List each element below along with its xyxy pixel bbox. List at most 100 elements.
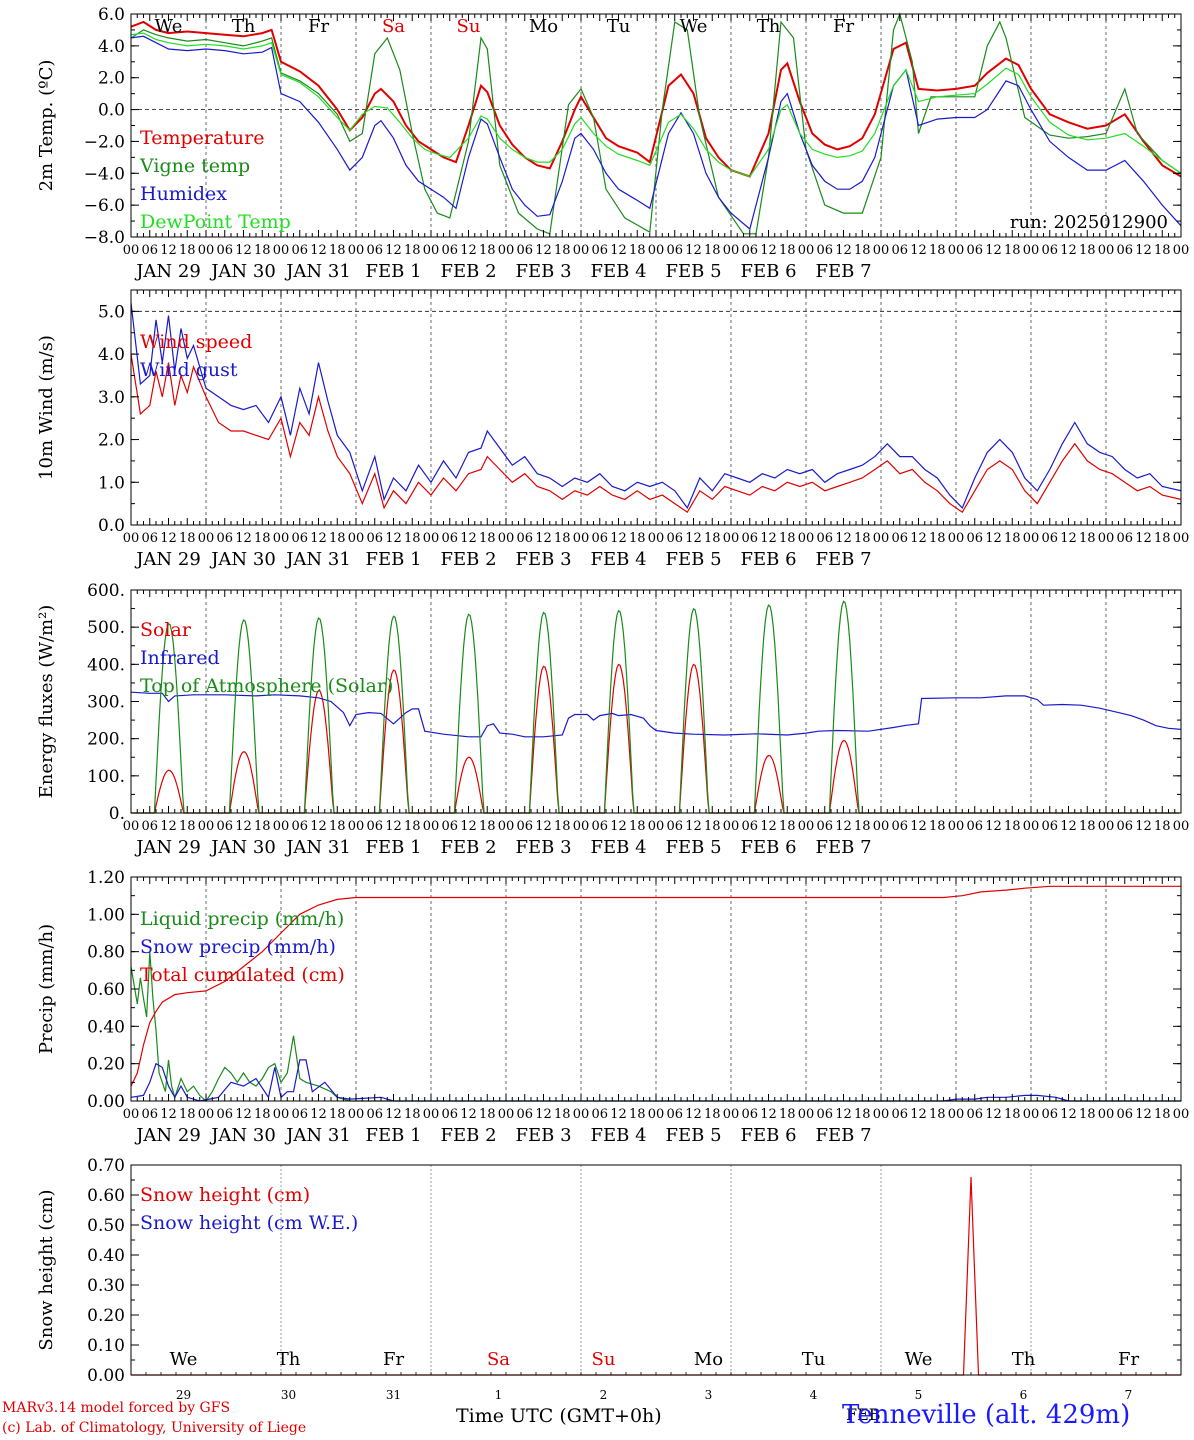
day-number: 6 <box>1020 1388 1028 1402</box>
hour-tick-label: 18 <box>929 1107 946 1122</box>
legend-entry: Top of Atmosphere (Solar) <box>140 675 393 697</box>
hour-tick-label: 18 <box>1079 531 1096 546</box>
hour-tick-label: 18 <box>404 819 421 834</box>
hour-tick-label: 00 <box>573 243 590 258</box>
hour-tick-label: 00 <box>648 243 665 258</box>
day-name: Mo <box>529 16 558 37</box>
hour-tick-label: 12 <box>1060 819 1077 834</box>
hour-tick-label: 06 <box>816 531 833 546</box>
hour-tick-label: 12 <box>460 243 477 258</box>
run-label: run: 2025012900 <box>1010 212 1168 233</box>
hour-tick-label: 06 <box>1041 1107 1058 1122</box>
hour-tick-label: 00 <box>1173 243 1190 258</box>
hour-tick-label: 06 <box>891 531 908 546</box>
hour-tick-label: 06 <box>216 531 233 546</box>
hour-tick-label: 00 <box>273 1107 290 1122</box>
day-name: Fr <box>1118 1349 1139 1370</box>
hour-tick-label: 18 <box>704 243 721 258</box>
hour-tick-label: 12 <box>610 243 627 258</box>
hour-tick-label: 00 <box>423 819 440 834</box>
hour-tick-label: 00 <box>1098 243 1115 258</box>
hour-tick-label: 00 <box>1098 819 1115 834</box>
hour-tick-label: 00 <box>573 531 590 546</box>
y-tick-label: 0.80 <box>87 943 125 963</box>
hour-tick-label: 12 <box>1060 243 1077 258</box>
legend-entry: Wind gust <box>140 359 238 381</box>
hour-tick-label: 06 <box>966 243 983 258</box>
date-label: JAN 31 <box>284 837 351 858</box>
date-label: JAN 29 <box>134 837 201 858</box>
hour-tick-label: 06 <box>1116 531 1133 546</box>
hour-tick-label: 06 <box>741 1107 758 1122</box>
day-number: 31 <box>386 1388 401 1402</box>
y-tick-label: 500. <box>87 618 125 638</box>
date-label: FEB 6 <box>740 261 796 282</box>
hour-tick-label: 00 <box>498 819 515 834</box>
date-label: FEB 2 <box>440 1125 496 1146</box>
hour-tick-label: 00 <box>948 1107 965 1122</box>
date-label: FEB 7 <box>815 1125 871 1146</box>
y-tick-label: 400. <box>87 655 125 675</box>
hour-tick-label: 06 <box>141 819 158 834</box>
hour-tick-label: 12 <box>760 531 777 546</box>
hour-tick-label: 06 <box>666 531 683 546</box>
hour-tick-label: 18 <box>779 819 796 834</box>
y-tick-label: 0.70 <box>87 1156 125 1176</box>
hour-tick-label: 18 <box>479 531 496 546</box>
hour-tick-label: 12 <box>235 531 252 546</box>
hour-tick-label: 18 <box>179 531 196 546</box>
hour-tick-label: 12 <box>685 1107 702 1122</box>
hour-tick-label: 12 <box>610 819 627 834</box>
date-label: JAN 30 <box>209 549 276 570</box>
hour-tick-label: 18 <box>329 819 346 834</box>
date-label: FEB 6 <box>740 549 796 570</box>
hour-tick-label: 18 <box>1154 243 1171 258</box>
hour-tick-label: 12 <box>985 1107 1002 1122</box>
hour-tick-label: 18 <box>629 531 646 546</box>
day-name: Th <box>277 1349 301 1370</box>
hour-tick-label: 18 <box>404 243 421 258</box>
day-name: Sa <box>487 1349 510 1370</box>
hour-tick-label: 06 <box>591 1107 608 1122</box>
hour-tick-label: 00 <box>1098 531 1115 546</box>
hour-tick-label: 12 <box>460 819 477 834</box>
y-tick-label: 2.0 <box>98 431 125 451</box>
y-tick-label: −4.0 <box>84 164 125 184</box>
hour-tick-label: 06 <box>366 819 383 834</box>
y-tick-label: 5.0 <box>98 302 125 322</box>
series-line-snow-height-cm- <box>131 1176 1181 1376</box>
hour-tick-label: 12 <box>310 243 327 258</box>
hour-tick-label: 06 <box>291 243 308 258</box>
hour-tick-label: 18 <box>179 243 196 258</box>
date-label: FEB 5 <box>665 1125 721 1146</box>
date-label: FEB 3 <box>515 837 571 858</box>
hour-tick-label: 18 <box>254 243 271 258</box>
day-number: 1 <box>495 1388 503 1402</box>
hour-tick-label: 12 <box>235 819 252 834</box>
date-label: FEB 2 <box>440 261 496 282</box>
hour-tick-label: 06 <box>216 1107 233 1122</box>
hour-tick-label: 18 <box>1004 531 1021 546</box>
hour-tick-label: 00 <box>723 1107 740 1122</box>
hour-tick-label: 12 <box>1060 1107 1077 1122</box>
hour-tick-label: 00 <box>798 819 815 834</box>
lab-credit: (c) Lab. of Climatology, University of L… <box>2 1420 307 1436</box>
hour-tick-label: 12 <box>1135 1107 1152 1122</box>
hour-tick-label: 06 <box>591 243 608 258</box>
hour-tick-label: 00 <box>123 1107 140 1122</box>
day-name: We <box>680 16 708 37</box>
legend-entry: Snow height (cm W.E.) <box>140 1212 358 1234</box>
hour-tick-label: 00 <box>423 243 440 258</box>
hour-tick-label: 12 <box>910 531 927 546</box>
hour-tick-label: 18 <box>854 1107 871 1122</box>
hour-tick-label: 00 <box>723 819 740 834</box>
series-line-vigne-temp <box>131 12 1181 235</box>
hour-tick-label: 18 <box>854 243 871 258</box>
y-tick-label: 100. <box>87 767 125 787</box>
date-label: JAN 29 <box>134 549 201 570</box>
hour-tick-label: 06 <box>741 531 758 546</box>
y-tick-label: 2.0 <box>98 69 125 89</box>
hour-tick-label: 18 <box>329 1107 346 1122</box>
hour-tick-label: 06 <box>366 243 383 258</box>
hour-tick-label: 06 <box>141 243 158 258</box>
